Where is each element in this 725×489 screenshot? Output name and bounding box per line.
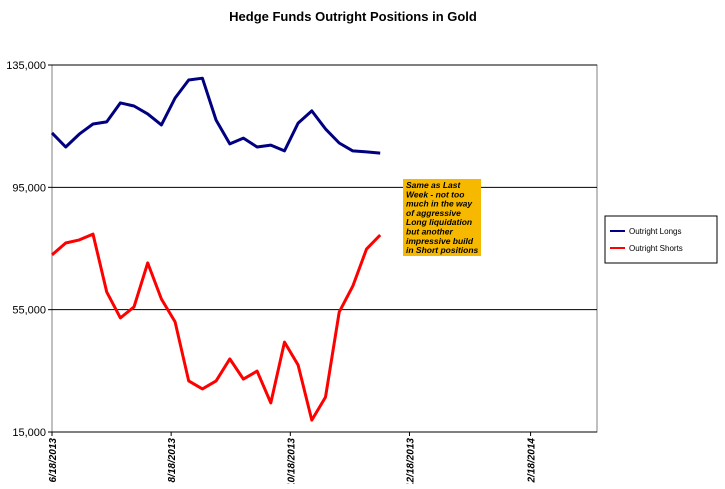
annotation-text: in Short positions xyxy=(406,245,479,255)
y-tick-label: 95,000 xyxy=(12,182,46,194)
annotation-text: Week - not too xyxy=(406,189,464,199)
x-tick-label: 2/18/2014 xyxy=(527,438,538,484)
legend-label: Outright Longs xyxy=(629,227,681,236)
series-line xyxy=(50,76,381,155)
y-tick-label: 55,000 xyxy=(12,305,46,317)
legend-box xyxy=(604,215,718,264)
x-tick-label: 12/18/2013 xyxy=(405,438,416,484)
x-tick-label: 8/18/2013 xyxy=(167,438,178,483)
legend-label: Outright Shorts xyxy=(629,244,683,253)
chart-title: Hedge Funds Outright Positions in Gold xyxy=(229,9,477,24)
series-line xyxy=(51,232,382,422)
annotation-box xyxy=(403,179,481,256)
annotation-text: impressive build xyxy=(406,236,474,246)
annotation-text: Same as Last xyxy=(406,180,462,190)
y-tick-label: 135,000 xyxy=(6,60,46,72)
annotation-text: Long liquidation xyxy=(406,217,472,227)
y-tick-label: 15,000 xyxy=(12,427,46,439)
x-tick-label: 6/18/2013 xyxy=(48,438,59,483)
annotation-text: much in the way xyxy=(406,199,473,209)
annotation-text: but another xyxy=(406,227,453,237)
x-tick-label: 10/18/2013 xyxy=(286,438,297,484)
annotation-text: of aggressive xyxy=(406,208,461,218)
